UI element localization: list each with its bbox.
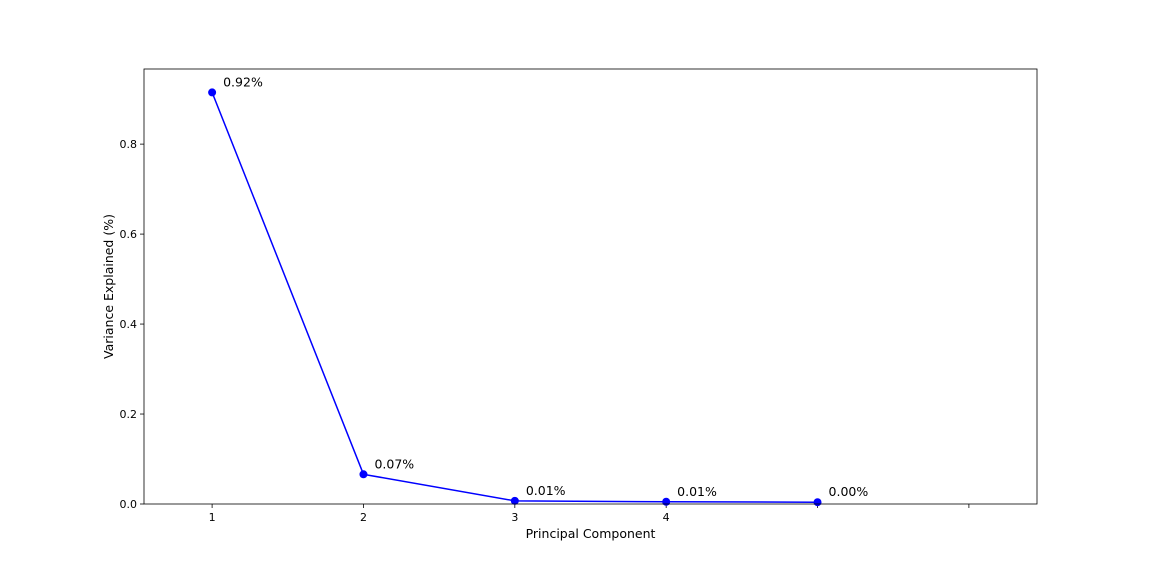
data-point xyxy=(813,498,822,507)
data-label: 0.01% xyxy=(677,484,717,499)
y-tick-label: 0.6 xyxy=(120,228,138,241)
x-axis-ticks: 1 2 3 4 xyxy=(209,504,970,524)
plot-background xyxy=(144,69,1037,504)
x-tick-label: 1 xyxy=(209,511,216,524)
y-tick-label: 0.8 xyxy=(120,138,138,151)
x-axis-label: Principal Component xyxy=(526,526,656,541)
data-point xyxy=(359,470,368,479)
data-label: 0.00% xyxy=(829,484,869,499)
x-tick-label: 4 xyxy=(663,511,670,524)
data-label: 0.92% xyxy=(223,74,263,89)
y-axis-label: Variance Explained (%) xyxy=(101,214,116,359)
data-point xyxy=(662,497,671,506)
y-axis-ticks: 0.0 0.2 0.4 0.6 0.8 xyxy=(120,138,144,511)
data-label: 0.01% xyxy=(526,483,566,498)
plot-frame xyxy=(143,68,1038,505)
data-labels: 0.92% 0.07% 0.01% 0.01% 0.00% xyxy=(223,74,868,499)
data-label: 0.07% xyxy=(374,456,414,471)
data-point xyxy=(208,88,217,97)
y-tick-label: 0.4 xyxy=(120,318,138,331)
x-tick-label: 2 xyxy=(360,511,367,524)
data-point xyxy=(510,496,519,505)
x-tick-label: 3 xyxy=(511,511,518,524)
y-tick-label: 0.2 xyxy=(120,408,138,421)
y-tick-label: 0.0 xyxy=(120,498,138,511)
